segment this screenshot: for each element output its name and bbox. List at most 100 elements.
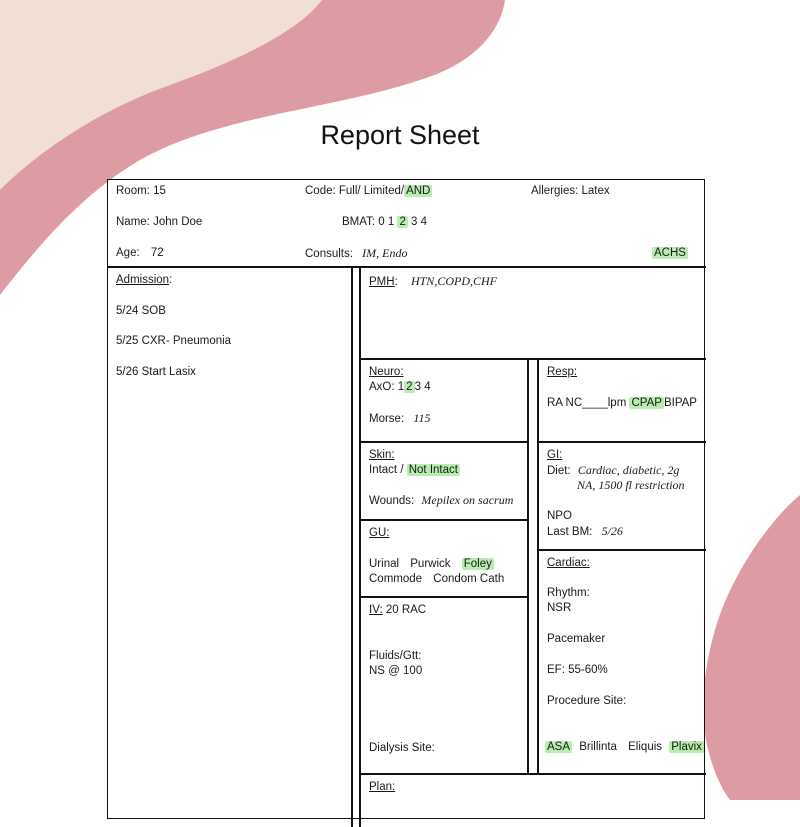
axo-option-4: 4 — [424, 381, 431, 393]
code-field: Code: Full/ Limited/AND — [305, 184, 433, 199]
admission-entry: 5/25 CXR- Pneumonia — [116, 335, 232, 347]
iv-field: IV: 20 RAC — [369, 603, 426, 618]
gu-commode: Commode — [369, 573, 423, 585]
age-field: Age: 72 — [116, 246, 164, 261]
pmh-label: PMH — [369, 276, 395, 288]
admission-entry: 5/26 Start Lasix — [116, 366, 196, 378]
gu-label: GU: — [369, 527, 390, 539]
skin-intact: Intact / — [369, 464, 404, 476]
code-label: Code: Full/ Limited/ — [305, 185, 405, 197]
bmat-option-1: 1 — [387, 216, 395, 228]
pmh-value: HTN,COPD,CHF — [410, 274, 497, 288]
bmat-option-4: 4 — [420, 216, 428, 228]
skin-not-intact-selected: Not Intact — [406, 464, 460, 476]
resp-options: RA NC____lpm CPAP BIPAP — [547, 396, 697, 411]
axo-label: AxO: — [369, 381, 395, 393]
diet-value-line1: Cardiac, diabetic, 2g — [577, 463, 680, 477]
divider-resp — [538, 441, 706, 443]
resp-label: Resp: — [547, 366, 578, 378]
page-title: Report Sheet — [320, 120, 480, 150]
rhythm-label: Rhythm: — [547, 587, 590, 599]
code-selected: AND — [404, 185, 433, 197]
pink-blob-bottom-right — [703, 495, 800, 800]
diet-field: Diet: Cardiac, diabetic, 2g — [547, 463, 679, 479]
pmh-colon: : — [394, 276, 398, 288]
background-shapes — [0, 0, 800, 800]
pmh-field: PMH: HTN,COPD,CHF — [369, 274, 497, 290]
achs-selected: ACHS — [652, 247, 688, 259]
resp-blank: ____ — [582, 397, 608, 409]
bmat-option-0: 0 — [378, 216, 385, 228]
divider-mid-column — [527, 359, 529, 773]
name-field: Name: John Doe — [116, 215, 202, 230]
neuro-label: Neuro: — [369, 366, 404, 378]
cream-blob-top-left — [0, 0, 322, 190]
name-label: Name: — [116, 216, 150, 228]
med-asa-selected: ASA — [545, 741, 573, 753]
wounds-label: Wounds: — [369, 495, 415, 507]
last-bm-field: Last BM: 5/26 — [547, 524, 623, 540]
gu-urinal: Urinal — [369, 558, 400, 570]
last-bm-label: Last BM: — [547, 526, 593, 538]
report-sheet: Room: 15 Code: Full/ Limited/AND Allergi… — [107, 179, 706, 827]
admission-entry: 5/24 SOB — [116, 305, 166, 317]
gu-condom-cath: Condom Cath — [433, 573, 505, 585]
diet-value-line2: NA, 1500 fl restriction — [577, 478, 685, 492]
divider-gi — [538, 549, 706, 551]
med-plavix-selected: Plavix — [669, 741, 704, 753]
diet-label: Diet: — [547, 465, 571, 477]
cardiac-label: Cardiac: — [547, 557, 590, 569]
divider-neuro — [360, 441, 528, 443]
fluids-label: Fluids/Gtt: — [369, 650, 422, 662]
skin-status: Intact / Not Intact — [369, 463, 460, 478]
room-value: 15 — [153, 185, 166, 197]
wounds-field: Wounds: Mepilex on sacrum — [369, 493, 513, 509]
gu-options-row1: Urinal Purwick Foley — [369, 557, 494, 572]
procedure-site-label: Procedure Site: — [547, 695, 627, 707]
pacemaker-label: Pacemaker — [547, 633, 606, 645]
divider-left-column-inner — [359, 267, 361, 827]
divider-header — [108, 266, 706, 268]
bmat-field: BMAT: 0 1 2 3 4 — [342, 215, 427, 230]
gu-purwick: Purwick — [410, 558, 451, 570]
last-bm-value: 5/26 — [601, 524, 623, 538]
achs-field: ACHS — [652, 246, 688, 261]
skin-label: Skin: — [369, 449, 395, 461]
age-label: Age: — [116, 247, 140, 259]
consults-label: Consults: — [305, 248, 353, 260]
divider-mid-column-inner — [537, 359, 539, 773]
wounds-value: Mepilex on sacrum — [421, 493, 514, 507]
iv-label: IV: — [369, 604, 383, 616]
name-value: John Doe — [153, 216, 203, 228]
divider-left-column — [351, 267, 353, 827]
divider-pmh — [360, 358, 706, 360]
gu-foley-selected: Foley — [461, 558, 494, 570]
plan-label: Plan: — [369, 781, 396, 793]
axo-option-1: 1 — [397, 381, 405, 393]
resp-ra-nc: RA NC — [547, 397, 583, 409]
gi-label: GI: — [547, 449, 563, 461]
morse-label: Morse: — [369, 413, 405, 425]
npo-label: NPO — [547, 510, 572, 522]
admission-colon: : — [169, 274, 173, 286]
med-brillinta: Brillinta — [579, 741, 617, 753]
morse-field: Morse: 115 — [369, 411, 430, 427]
bmat-option-3: 3 — [411, 216, 418, 228]
allergies-field: Allergies: Latex — [531, 185, 610, 197]
admission-label: Admission — [116, 274, 170, 286]
consults-field: Consults: IM, Endo — [305, 246, 407, 262]
divider-gu — [360, 596, 528, 598]
bmat-option-2-selected: 2 — [397, 216, 408, 228]
iv-value: 20 RAC — [385, 604, 427, 616]
room-field: Room: 15 — [116, 184, 166, 199]
morse-value: 115 — [413, 411, 431, 425]
age-value: 72 — [150, 247, 164, 259]
dialysis-site-label: Dialysis Site: — [369, 742, 435, 754]
resp-lpm: lpm — [607, 397, 627, 409]
resp-bipap: BIPAP — [663, 397, 697, 409]
rhythm-value: NSR — [547, 602, 572, 614]
divider-plan — [360, 773, 706, 775]
bmat-label: BMAT: — [342, 216, 376, 228]
room-label: Room: — [116, 185, 150, 197]
fluids-value: NS @ 100 — [369, 665, 423, 677]
